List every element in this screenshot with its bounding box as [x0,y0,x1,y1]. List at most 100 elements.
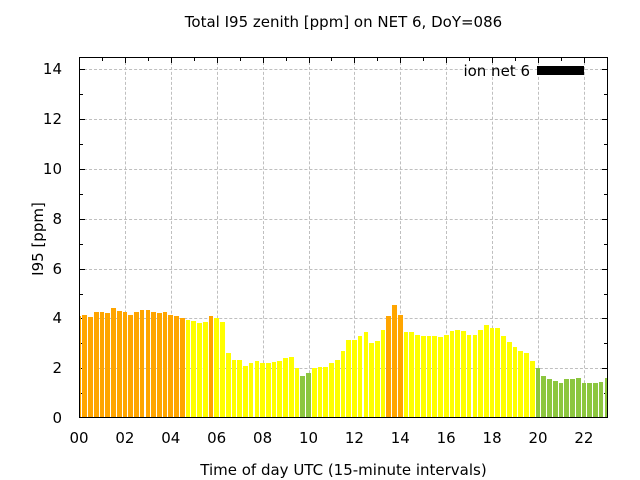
chart-title: Total I95 zenith [ppm] on NET 6, DoY=086 [184,13,503,31]
x-gridline [400,57,402,418]
bar-23:00 [604,378,608,418]
bar-09:45 [300,375,306,418]
x-gridline [583,57,585,418]
bar-21:00 [558,383,564,418]
bar-17:00 [466,334,472,418]
bar-15:30 [432,335,438,418]
bar-07:15 [243,365,248,418]
y-tick-right [602,268,608,270]
bar-12:45 [369,343,374,418]
x-tick-top [538,57,539,63]
bar-01:15 [105,313,111,418]
bar-05:30 [202,322,208,418]
x-tick-label: 14 [390,429,410,447]
bar-22:45 [598,381,604,418]
y-tick-right [602,69,608,71]
bar-13:45 [392,304,397,418]
bar-21:15 [564,379,570,418]
bar-22:15 [587,383,592,418]
bar-08:15 [265,363,271,418]
x-tick-label: 10 [298,429,319,447]
x-tick-top [239,57,241,61]
bar-16:30 [455,329,460,418]
bar-06:45 [231,359,237,418]
y-gridline [79,119,608,121]
bar-06:15 [220,322,225,418]
x-tick-top [377,57,379,61]
bar-07:45 [254,360,260,418]
legend-swatch [537,66,584,75]
bar-22:00 [581,383,587,418]
y-gridline [79,318,608,320]
bar-18:30 [501,335,506,418]
y-tick-label: 12 [42,110,62,129]
y-tick-label: 14 [42,60,62,79]
y-tick-right [604,293,608,295]
bar-01:45 [116,310,122,418]
bar-21:45 [575,378,581,418]
bar-17:15 [472,334,478,418]
x-gridline [538,57,539,418]
bar-10:45 [323,366,329,418]
bar-04:15 [174,315,179,418]
bar-04:00 [168,314,174,418]
bar-10:30 [317,366,323,418]
bar-11:00 [329,363,334,418]
plot-area [79,57,608,418]
x-tick-top [560,57,562,61]
bar-20:30 [547,379,552,418]
x-tick-top [492,57,494,63]
y-tick-right [602,368,608,370]
bar-08:45 [277,360,283,418]
bar-13:00 [375,340,380,418]
x-tick-top [583,57,585,63]
bar-04:30 [179,318,185,418]
bar-15:45 [438,337,443,418]
x-gridline [354,57,356,418]
bar-02:00 [122,312,128,418]
x-gridline [446,57,448,418]
bar-16:15 [449,330,455,418]
bar-12:15 [357,335,363,418]
bar-14:00 [397,314,403,418]
bar-16:00 [443,334,449,418]
y-tick-left [79,243,83,245]
bar-19:30 [524,353,529,418]
y-tick-label: 4 [52,309,62,328]
y-tick-right [604,243,608,245]
x-tick-label: 00 [69,429,89,447]
x-tick-label: 04 [161,429,181,447]
bar-03:00 [145,309,151,418]
y-tick-label: 8 [52,209,62,228]
x-gridline [170,57,172,418]
bar-11:15 [334,359,340,418]
y-tick-left [79,69,85,71]
bar-20:15 [541,375,547,418]
y-tick-left [79,218,85,220]
x-tick-top [446,57,448,63]
x-gridline [308,57,310,418]
bar-05:45 [208,315,214,418]
bar-12:30 [363,332,369,418]
y-tick-right [602,119,608,121]
y-tick-left [79,193,83,195]
bar-13:30 [386,315,392,418]
y-tick-left [79,119,85,121]
bar-14:15 [403,332,409,418]
x-gridline [262,57,264,418]
y-gridline [79,268,608,270]
bar-03:45 [162,312,168,418]
bar-02:30 [134,312,139,418]
bar-15:15 [426,335,432,418]
x-tick-top [308,57,310,63]
bar-05:00 [191,320,197,418]
x-tick-top [606,57,608,61]
bar-06:00 [214,318,220,418]
x-tick-top [400,57,402,63]
y-tick-left [79,169,85,171]
x-tick-label: 18 [482,429,502,447]
y-tick-right [602,218,608,220]
bar-04:45 [185,319,191,418]
x-tick-top [285,57,287,61]
bar-03:30 [156,313,162,418]
